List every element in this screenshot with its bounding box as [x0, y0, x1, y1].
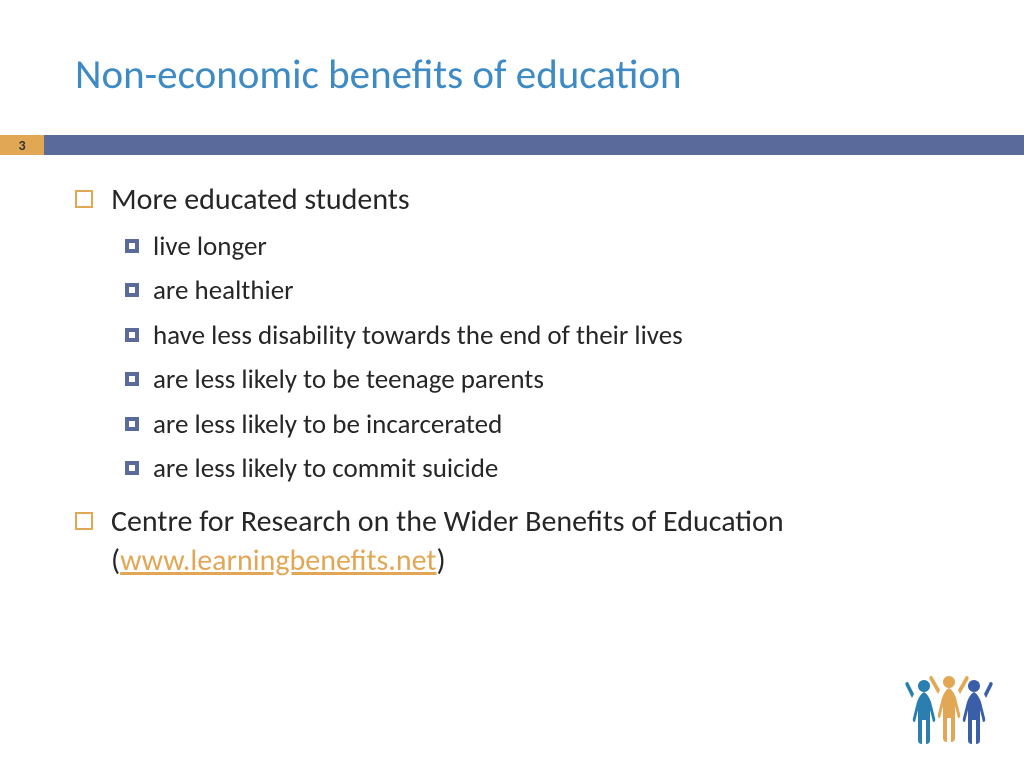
bullet-text: are less likely to be incarcerated: [153, 407, 502, 443]
bullet-level2: are less likely to be incarcerated: [125, 407, 955, 443]
bullet-text: live longer: [153, 229, 267, 265]
bullet-text: are less likely to be teenage parents: [153, 362, 544, 398]
square-bullet-icon: [125, 239, 139, 253]
bullet-text: have less disability towards the end of …: [153, 318, 683, 354]
sub-bullet-group: live longer are healthier have less disa…: [125, 229, 955, 488]
square-bullet-icon: [125, 328, 139, 342]
square-bullet-icon: [125, 417, 139, 431]
link-learningbenefits[interactable]: www.learningbenefits.net: [120, 542, 436, 579]
bullet-text: are healthier: [153, 273, 294, 309]
bullet-level2: are less likely to commit suicide: [125, 451, 955, 487]
square-bullet-icon: [125, 283, 139, 297]
content-area: More educated students live longer are h…: [75, 180, 955, 590]
bullet-level1: Centre for Research on the Wider Benefit…: [75, 502, 955, 580]
square-bullet-icon: [125, 461, 139, 475]
page-number-badge: 3: [0, 135, 44, 155]
text-part: ): [436, 542, 445, 579]
divider-bar: [0, 135, 1024, 155]
bullet-level2: have less disability towards the end of …: [125, 318, 955, 354]
bullet-text: are less likely to commit suicide: [153, 451, 498, 487]
square-bullet-icon: [125, 372, 139, 386]
people-logo-icon: [904, 668, 994, 748]
square-bullet-icon: [75, 512, 93, 530]
bullet-level2: live longer: [125, 229, 955, 265]
bullet-level2: are less likely to be teenage parents: [125, 362, 955, 398]
slide-title: Non-economic benefits of education: [75, 50, 682, 100]
bullet-level1: More educated students: [75, 180, 955, 219]
bullet-text: Centre for Research on the Wider Benefit…: [111, 502, 955, 580]
square-bullet-icon: [75, 190, 93, 208]
bullet-text: More educated students: [111, 180, 410, 219]
bullet-level2: are healthier: [125, 273, 955, 309]
